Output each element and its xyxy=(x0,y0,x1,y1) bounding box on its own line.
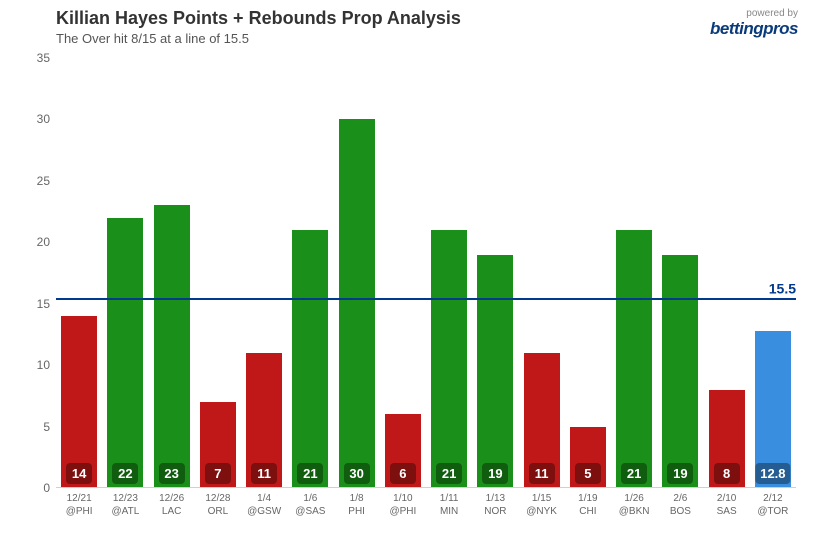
powered-by: powered by bettingpros xyxy=(710,8,798,39)
y-tick: 35 xyxy=(20,51,50,65)
bar: 21 xyxy=(292,230,328,488)
x-tick-label: 1/13NOR xyxy=(484,492,506,518)
chart-header: Killian Hayes Points + Rebounds Prop Ana… xyxy=(56,8,798,46)
x-tick-label: 1/11MIN xyxy=(440,492,459,518)
x-tick-label: 1/6@SAS xyxy=(295,492,325,518)
bar: 21 xyxy=(616,230,652,488)
prop-line: 15.5 xyxy=(56,298,796,300)
x-tick-label: 1/26@BKN xyxy=(619,492,650,518)
y-tick: 0 xyxy=(20,481,50,495)
bar: 12.8 xyxy=(755,331,791,488)
x-tick-label: 1/15@NYK xyxy=(526,492,557,518)
x-tick-label: 2/12@TOR xyxy=(757,492,788,518)
x-tick-label: 1/19CHI xyxy=(578,492,597,518)
bar-value-badge: 12.8 xyxy=(755,463,790,484)
bar-value-badge: 21 xyxy=(297,463,323,484)
chart-subtitle: The Over hit 8/15 at a line of 15.5 xyxy=(56,31,798,46)
bar: 6 xyxy=(385,414,421,488)
x-tick-label: 1/8PHI xyxy=(348,492,365,518)
x-tick-label: 12/26LAC xyxy=(159,492,184,518)
bar: 19 xyxy=(477,255,513,488)
bar-value-badge: 11 xyxy=(529,463,555,484)
bar: 30 xyxy=(339,119,375,488)
bars-container: 14 22 23 7 11 21 30 6 21 19 11 5 21 19 8 12.8 xyxy=(56,58,796,488)
bar-value-badge: 21 xyxy=(436,463,462,484)
x-tick-label: 1/4@GSW xyxy=(247,492,281,518)
bar: 21 xyxy=(431,230,467,488)
bar: 19 xyxy=(662,255,698,488)
x-tick-label: 2/6BOS xyxy=(670,492,691,518)
powered-by-brand: bettingpros xyxy=(710,19,798,39)
powered-by-label: powered by xyxy=(710,8,798,19)
bar-value-badge: 22 xyxy=(112,463,138,484)
prop-line-label: 15.5 xyxy=(769,280,796,296)
chart-title: Killian Hayes Points + Rebounds Prop Ana… xyxy=(56,8,798,29)
bar-value-badge: 30 xyxy=(344,463,370,484)
bar-value-badge: 21 xyxy=(621,463,647,484)
bar: 11 xyxy=(524,353,560,488)
y-tick: 25 xyxy=(20,174,50,188)
bar-value-badge: 11 xyxy=(251,463,277,484)
y-tick: 5 xyxy=(20,420,50,434)
bar-value-badge: 19 xyxy=(667,463,693,484)
y-tick: 20 xyxy=(20,235,50,249)
bar-value-badge: 19 xyxy=(482,463,508,484)
x-tick-label: 2/10SAS xyxy=(717,492,737,518)
bar: 8 xyxy=(709,390,745,488)
bar: 22 xyxy=(107,218,143,488)
y-tick: 30 xyxy=(20,112,50,126)
bar-value-badge: 7 xyxy=(205,463,231,484)
y-tick: 15 xyxy=(20,297,50,311)
bar-value-badge: 5 xyxy=(575,463,601,484)
bar-value-badge: 23 xyxy=(159,463,185,484)
y-tick: 10 xyxy=(20,358,50,372)
bar: 14 xyxy=(61,316,97,488)
bar-value-badge: 6 xyxy=(390,463,416,484)
y-axis: 05101520253035 xyxy=(20,58,50,488)
x-tick-label: 12/21@PHI xyxy=(66,492,93,518)
x-tick-label: 12/28ORL xyxy=(205,492,230,518)
x-axis-labels: 12/21@PHI 12/23@ATL 12/26LAC 12/28ORL 1/4@GS… xyxy=(56,492,796,532)
bar: 11 xyxy=(246,353,282,488)
bar: 23 xyxy=(154,205,190,488)
bar-value-badge: 14 xyxy=(66,463,92,484)
chart-area: 05101520253035 1422237112130621191152119… xyxy=(56,58,796,488)
bar-value-badge: 8 xyxy=(714,463,740,484)
x-tick-label: 12/23@ATL xyxy=(112,492,140,518)
bar: 5 xyxy=(570,427,606,488)
bar: 7 xyxy=(200,402,236,488)
x-baseline xyxy=(56,487,796,488)
x-tick-label: 1/10@PHI xyxy=(389,492,416,518)
